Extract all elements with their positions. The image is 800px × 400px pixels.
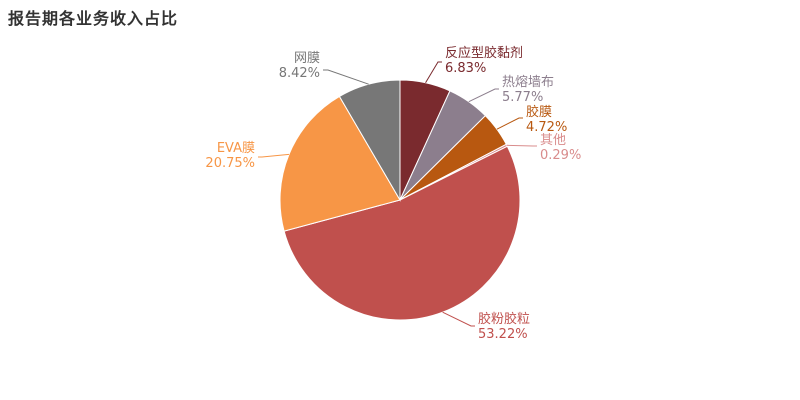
leader-line-eva-film	[258, 153, 290, 158]
slice-percent-adhesive-film: 4.72%	[526, 120, 567, 135]
slice-percent-other: 0.29%	[540, 148, 581, 163]
chart-title: 报告期各业务收入占比	[8, 9, 179, 28]
leader-line-hot-melt-wallcloth	[468, 88, 499, 103]
pie-slice-powder-granule	[283, 145, 521, 321]
slice-percent-powder-granule: 53.22%	[478, 327, 528, 342]
slice-name-powder-granule: 胶粉胶粒	[478, 311, 530, 327]
slice-name-reactive-adhesive: 反应型胶黏剂	[445, 45, 523, 61]
leader-lines	[258, 61, 537, 327]
slice-name-other: 其他	[540, 133, 566, 148]
slice-percent-hot-melt-wallcloth: 5.77%	[502, 90, 543, 105]
leader-line-other	[506, 144, 537, 147]
leader-line-mesh-film	[323, 69, 369, 85]
slice-name-adhesive-film: 胶膜	[526, 104, 552, 120]
pie-slices	[279, 79, 521, 321]
slice-percent-eva-film: 20.75%	[205, 156, 255, 171]
slice-percent-reactive-adhesive: 6.83%	[445, 61, 486, 76]
pie-slice-mesh-film	[338, 79, 401, 202]
slice-percent-mesh-film: 8.42%	[279, 66, 320, 81]
leader-line-adhesive-film	[496, 117, 523, 130]
leader-line-reactive-adhesive	[425, 61, 442, 84]
leader-line-powder-granule	[442, 311, 475, 327]
slice-name-mesh-film: 网膜	[294, 51, 320, 66]
slice-name-eva-film: EVA膜	[217, 141, 255, 156]
slice-name-hot-melt-wallcloth: 热熔墙布	[502, 75, 554, 90]
